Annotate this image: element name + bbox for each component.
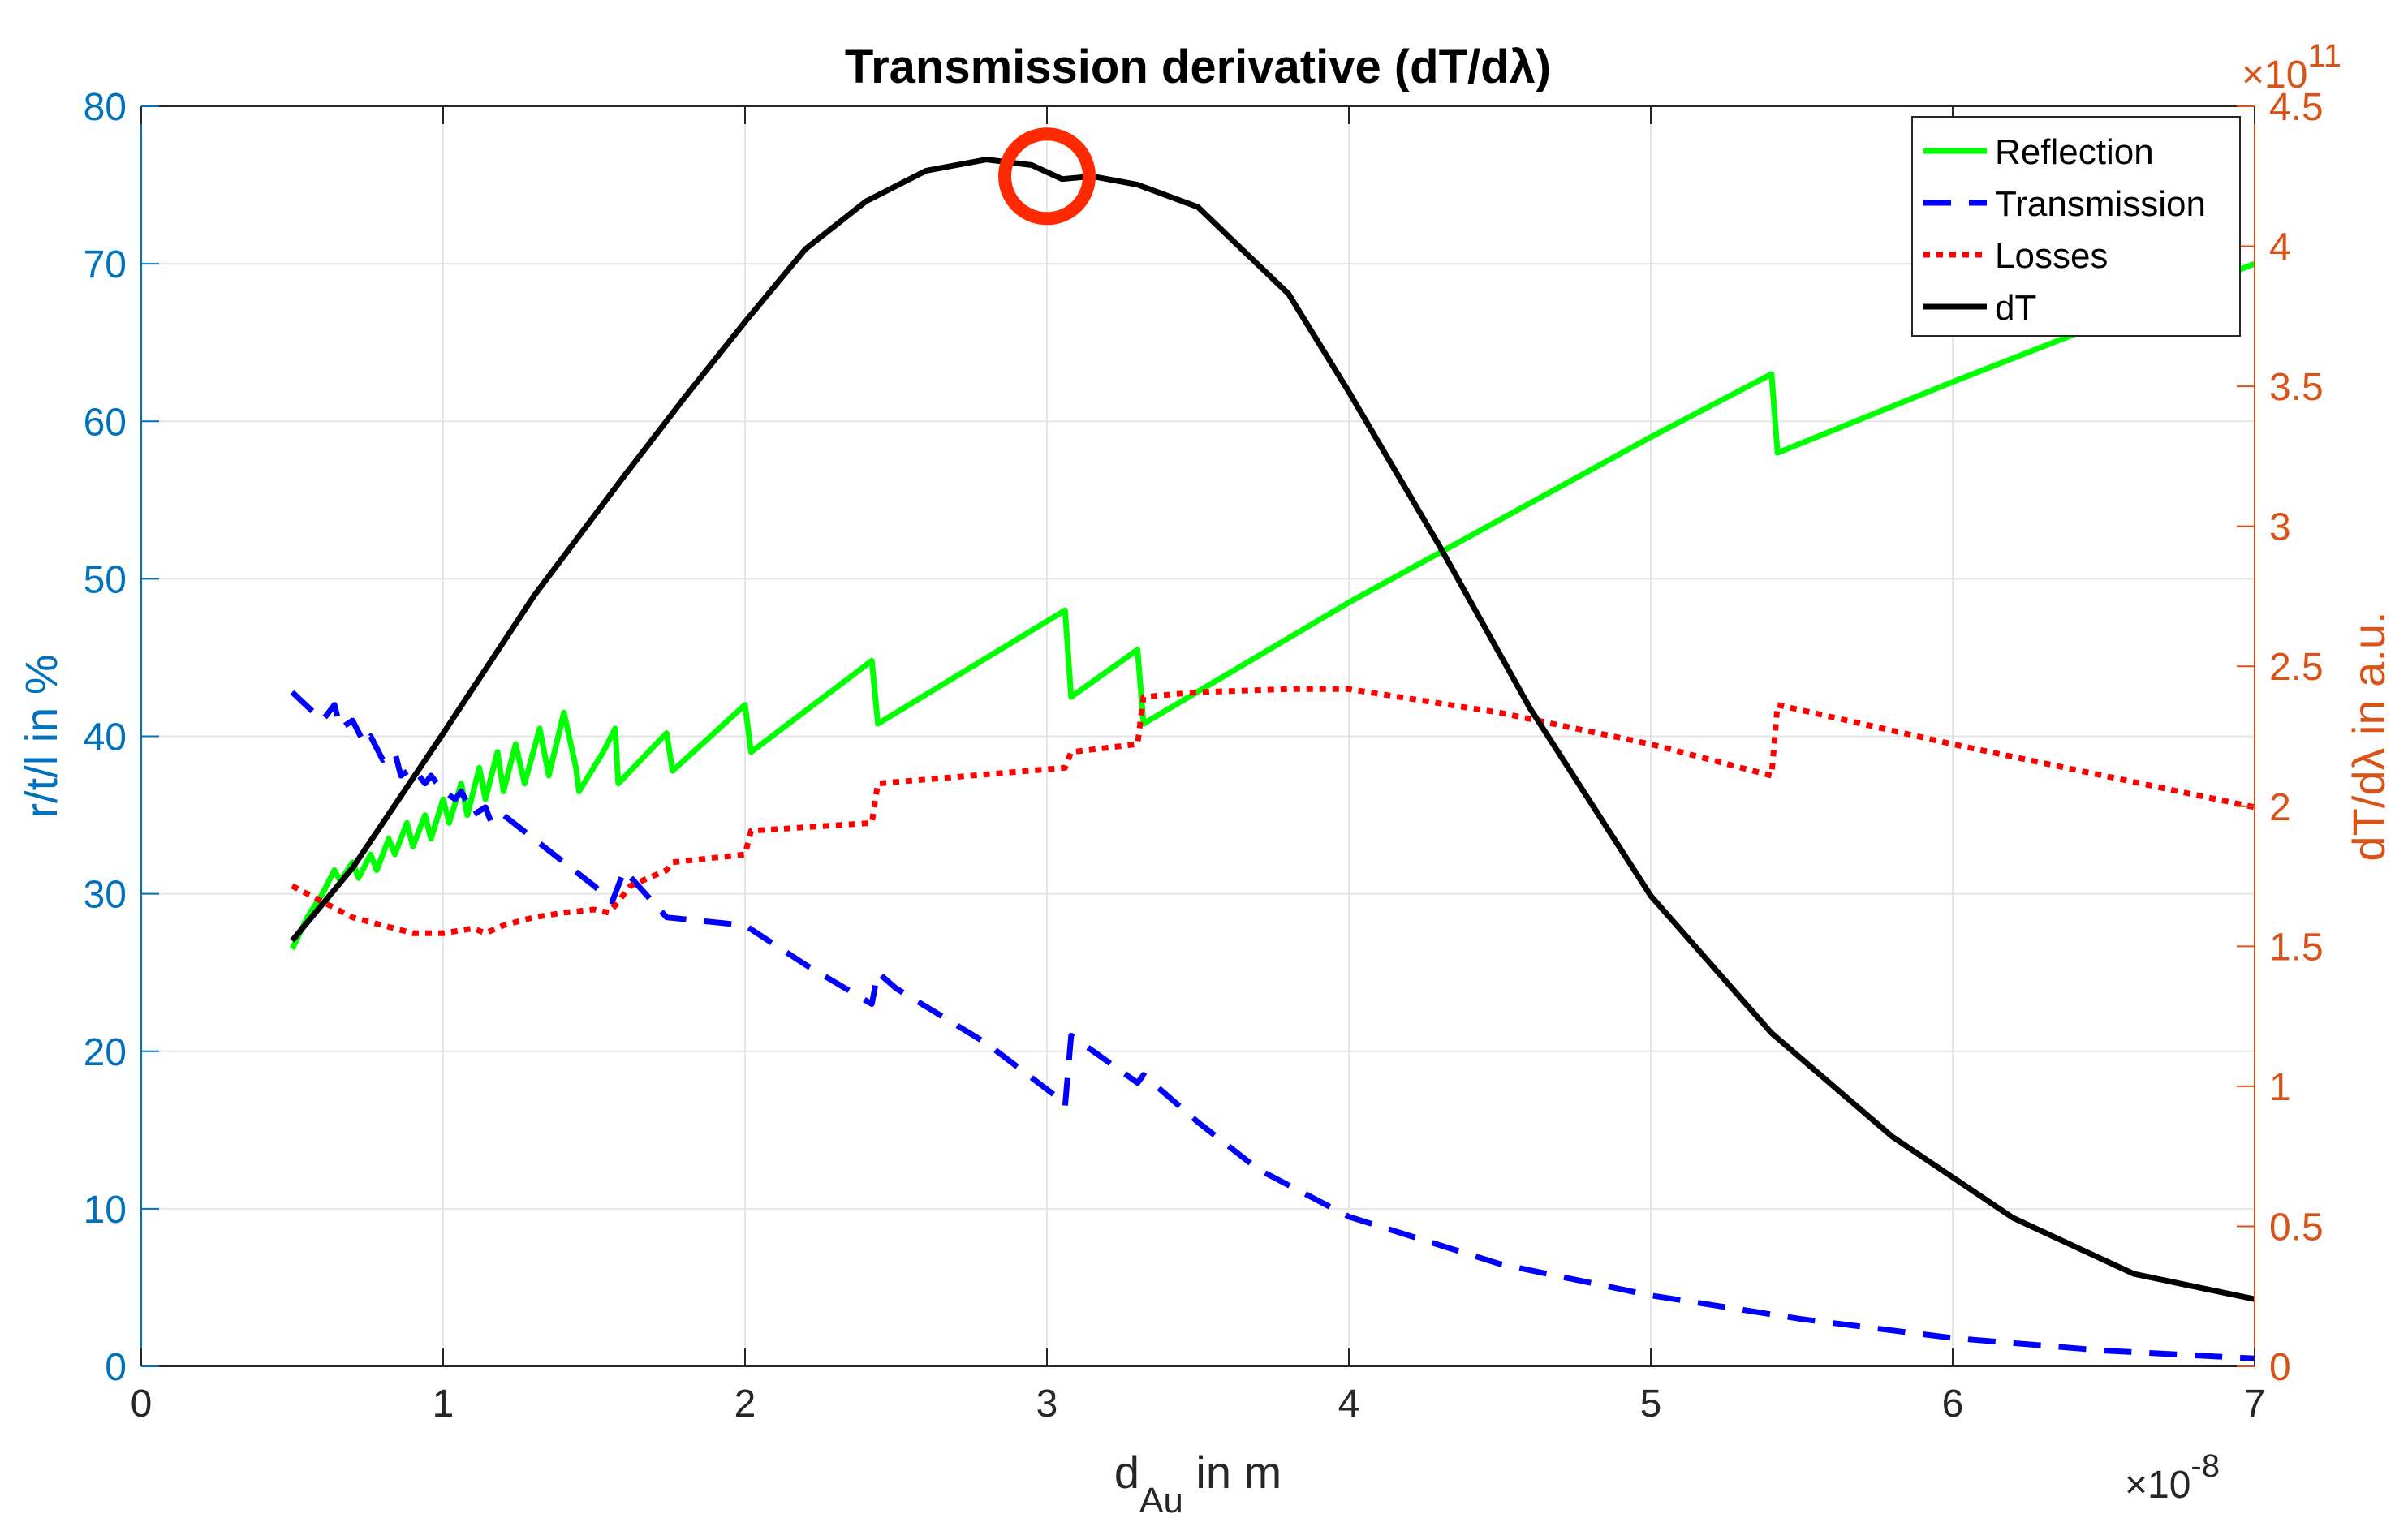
y-right-tick-label: 0.5 [2269,1206,2324,1249]
y-right-tick-label: 0 [2269,1346,2291,1389]
y-left-tick-label: 0 [105,1346,127,1389]
legend-label-reflection: Reflection [1995,132,2154,172]
y-right-tick-label: 2.5 [2269,646,2324,689]
chart-title: Transmission derivative (dT/dλ) [845,41,1551,93]
x-multiplier: ×10-8 [2125,1448,2220,1507]
legend-label-dt: dT [1995,288,2036,328]
legend-label-transmission: Transmission [1995,184,2206,224]
y-right-tick-label: 4 [2269,226,2291,269]
y-right-tick-label: 1.5 [2269,926,2324,969]
y-right-tick-label: 1 [2269,1066,2291,1109]
x-tick-label: 5 [1640,1383,1662,1426]
y-right-tick-label: 4.5 [2269,86,2324,129]
series-line-reflection [289,260,2256,951]
y-right-tick-label: 3.5 [2269,366,2324,409]
legend-label-losses: Losses [1995,236,2108,276]
y-right-axis-label: dT/dλ in a.u. [2343,611,2394,861]
y-left-tick-label: 50 [84,558,127,601]
y-left-tick-label: 30 [84,874,127,917]
y-left-tick-label: 40 [84,716,127,759]
y-left-tick-label: 10 [84,1189,127,1232]
y-left-tick-label: 80 [84,86,127,129]
highlight-circle [998,127,1096,226]
x-tick-label: 4 [1338,1383,1360,1426]
x-axis-label: dAu in m [1114,1447,1282,1520]
y-left-axis-label: r/t/l in % [15,654,67,818]
x-tick-label: 0 [131,1383,153,1426]
x-tick-label: 3 [1036,1383,1058,1426]
y-left-tick-label: 20 [84,1031,127,1074]
series-line-dt [290,157,2255,1302]
series-line-losses [291,686,2255,936]
x-tick-label: 2 [734,1383,756,1426]
y-right-multiplier: ×1011 [2242,38,2341,97]
x-tick-label: 6 [1942,1383,1964,1426]
x-tick-label: 1 [433,1383,454,1426]
x-tick-label: 7 [2244,1383,2266,1426]
y-left-tick-label: 70 [84,243,127,286]
y-right-tick-label: 2 [2269,786,2291,829]
y-left-tick-label: 60 [84,401,127,444]
y-right-tick-label: 3 [2269,506,2291,549]
